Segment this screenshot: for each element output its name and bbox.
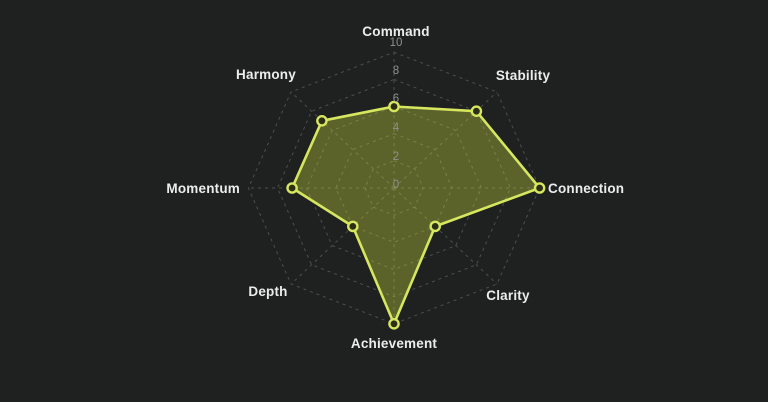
tick-label-4: 4 bbox=[393, 122, 400, 134]
tick-label-6: 6 bbox=[393, 93, 399, 105]
radial-tick-labels: 10 8 6 4 2 0 bbox=[390, 37, 403, 191]
axis-labels: Command Stability Connection Clarity Ach… bbox=[166, 24, 624, 351]
data-point-harmony bbox=[316, 115, 328, 127]
axis-label-achievement: Achievement bbox=[351, 336, 438, 351]
grid-spoke-depth bbox=[290, 187, 395, 285]
grid-ring-6 bbox=[306, 105, 482, 271]
data-point-depth bbox=[346, 220, 359, 233]
tick-label-2: 2 bbox=[393, 151, 399, 163]
data-point-stability bbox=[470, 105, 483, 117]
axis-label-command: Command bbox=[362, 24, 429, 39]
data-point-momentum bbox=[286, 182, 298, 194]
axis-label-harmony: Harmony bbox=[236, 67, 296, 82]
data-point-connection bbox=[533, 182, 546, 194]
radar-series bbox=[286, 100, 546, 330]
radar-grid bbox=[247, 51, 541, 325]
data-point-achievement bbox=[388, 317, 400, 330]
axis-label-stability: Stability bbox=[496, 68, 551, 83]
grid-spoke-clarity bbox=[393, 187, 498, 285]
grid-ring-10 bbox=[247, 51, 541, 325]
grid-ring-8 bbox=[276, 78, 512, 298]
data-point-command bbox=[388, 100, 400, 113]
axis-label-momentum: Momentum bbox=[166, 181, 240, 196]
grid-spoke-stability bbox=[393, 91, 498, 189]
grid-ring-4 bbox=[335, 133, 453, 243]
axis-label-depth: Depth bbox=[248, 284, 287, 299]
tick-label-10: 10 bbox=[390, 37, 403, 49]
tick-label-8: 8 bbox=[393, 65, 399, 77]
data-point-clarity bbox=[429, 220, 442, 233]
tick-label-0: 0 bbox=[393, 179, 399, 191]
axis-label-clarity: Clarity bbox=[486, 288, 530, 303]
grid-ring-2 bbox=[364, 160, 424, 216]
axis-label-connection: Connection bbox=[548, 181, 624, 196]
grid-spoke-harmony bbox=[290, 91, 395, 189]
